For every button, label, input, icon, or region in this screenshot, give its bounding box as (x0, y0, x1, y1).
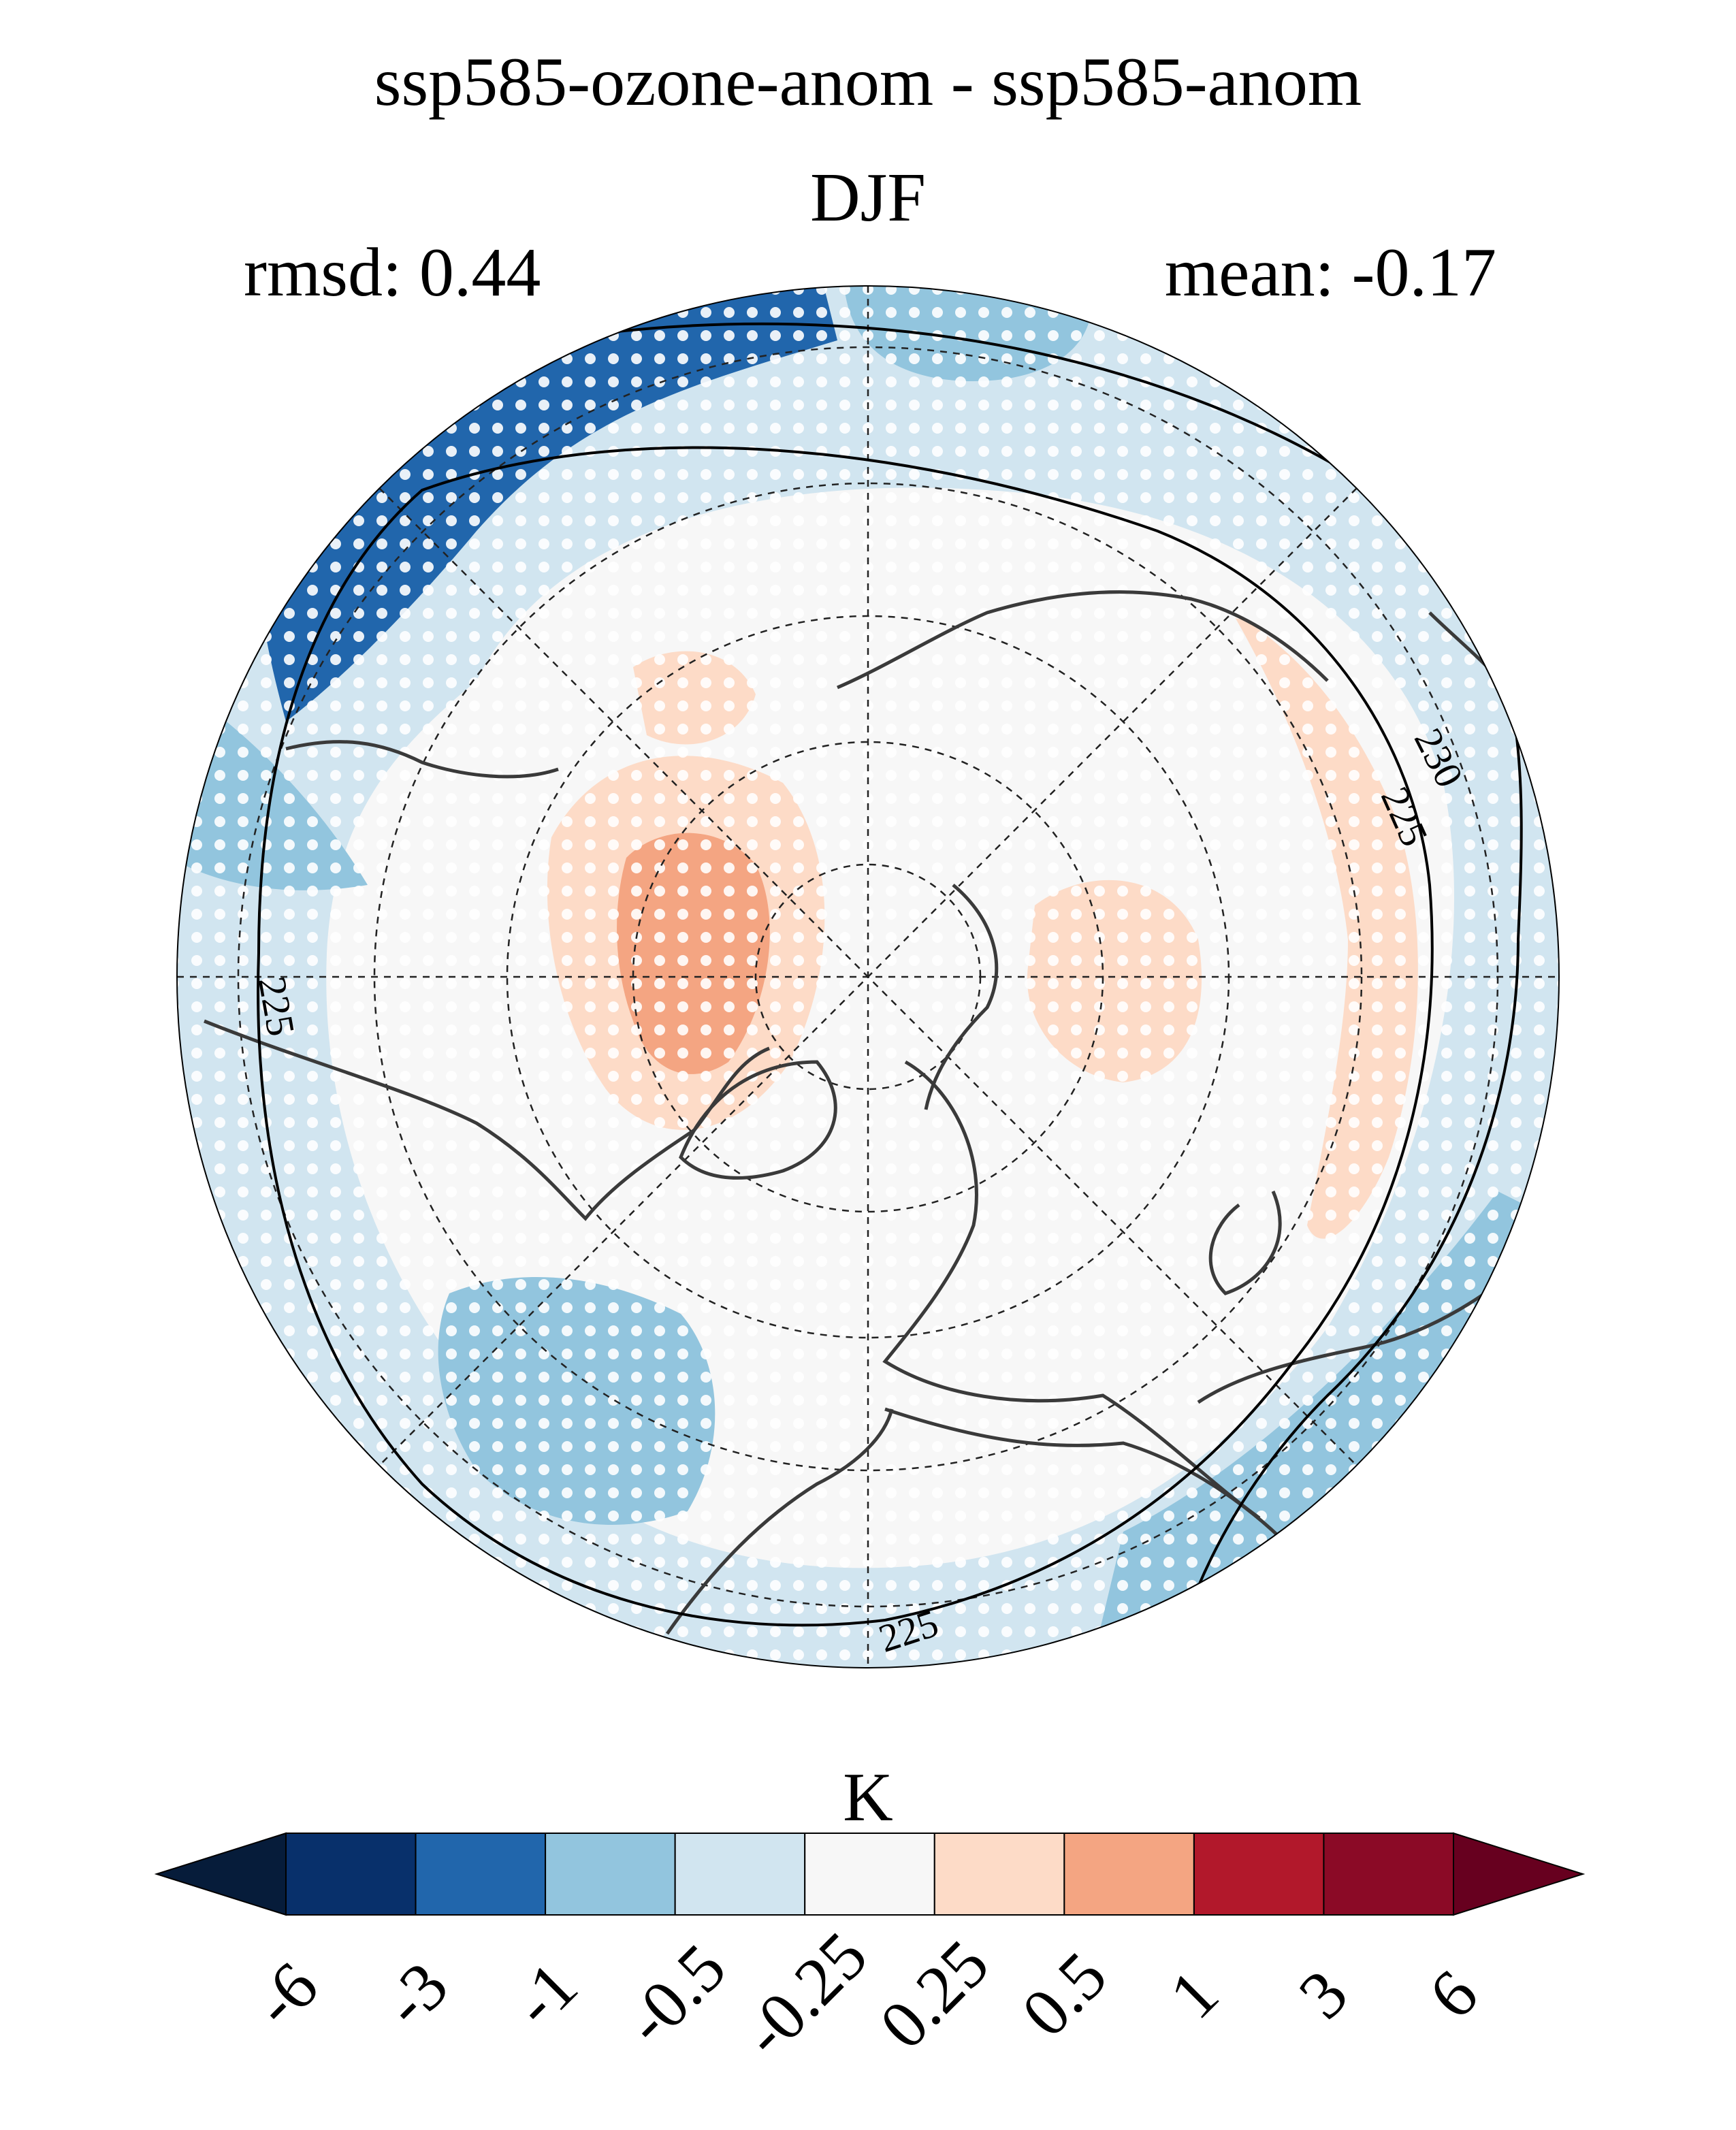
season-label: DJF (809, 159, 927, 236)
colorbar-segment (804, 1833, 935, 1916)
colorbar-segments (285, 1833, 1455, 1916)
colorbar-extend-low (154, 1832, 287, 1916)
colorbar-tick-label: 0.5 (1007, 1937, 1121, 2052)
colorbar-segment (1323, 1833, 1455, 1916)
colorbar-unit: K (843, 1759, 893, 1836)
colorbar-tick-label: -3 (368, 1947, 462, 2042)
colorbar-tick-label: -0.5 (610, 1929, 740, 2059)
colorbar-tick-label: 6 (1414, 1955, 1492, 2033)
colorbar-segment (285, 1833, 417, 1916)
colorbar-tick-label: -6 (238, 1947, 333, 2042)
climatology-contours (257, 322, 1523, 1668)
colorbar-segment (415, 1833, 547, 1916)
colorbar-tick-label: -1 (498, 1947, 592, 2042)
colorbar-tick-label: 1 (1155, 1955, 1233, 2033)
colorbar-segment (933, 1833, 1065, 1916)
coastlines (204, 590, 1559, 1635)
colorbar-tick-label: -0.25 (727, 1917, 882, 2071)
colorbar-tick-label: 3 (1285, 1955, 1363, 2033)
graticule (177, 286, 1559, 1668)
colorbar-extend-high (1453, 1832, 1586, 1916)
colorbar-segment (1063, 1833, 1195, 1916)
colorbar-segment (1193, 1833, 1325, 1916)
colorbar-segment (674, 1833, 806, 1916)
mean-label: mean: -0.17 (1164, 234, 1496, 311)
colorbar-tick-label: 0.25 (865, 1925, 1003, 2063)
contour-label-225-west: 225 (250, 973, 304, 1039)
polar-map: 230 225 225 225 (176, 285, 1560, 1668)
map-boundary (176, 285, 1560, 1668)
rmsd-label: rmsd: 0.44 (244, 234, 541, 311)
plot-title: ssp585-ozone-anom - ssp585-anom (374, 44, 1362, 120)
colorbar-segment (545, 1833, 676, 1916)
